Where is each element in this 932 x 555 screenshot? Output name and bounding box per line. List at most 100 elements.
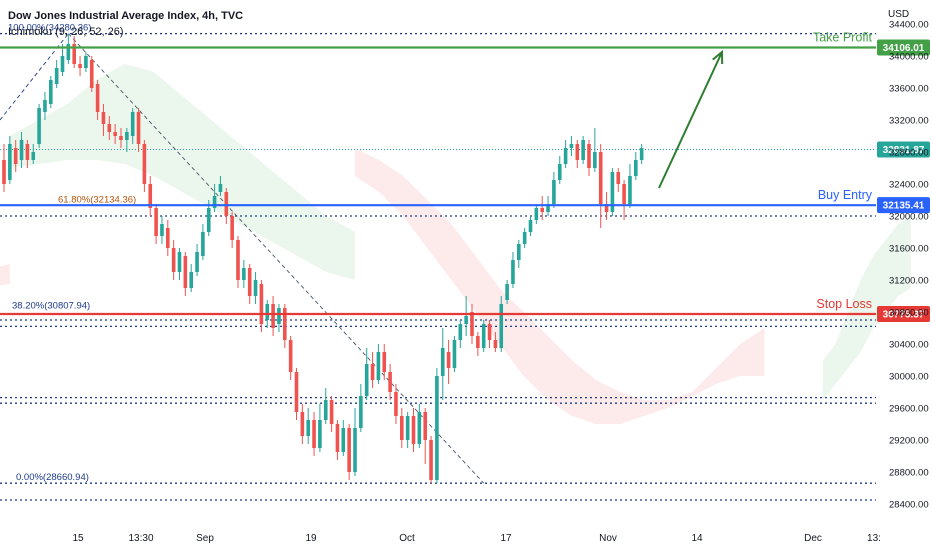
candle-body[interactable] (481, 324, 486, 348)
candle-body[interactable] (511, 260, 515, 284)
candle-body[interactable] (417, 412, 422, 444)
candle-body[interactable] (557, 164, 562, 180)
candle-body[interactable] (125, 132, 129, 140)
candle-body[interactable] (610, 172, 615, 212)
candle-body[interactable] (49, 80, 53, 104)
candle-body[interactable] (283, 308, 287, 340)
candle-body[interactable] (189, 272, 193, 288)
candle-body[interactable] (388, 372, 392, 392)
candle-body[interactable] (423, 412, 427, 440)
candle-body[interactable] (19, 140, 24, 160)
candle-body[interactable] (136, 112, 141, 144)
candle-body[interactable] (171, 248, 176, 272)
candle-body[interactable] (107, 124, 112, 132)
candle-body[interactable] (493, 340, 498, 348)
candle-body[interactable] (166, 228, 170, 248)
candle-body[interactable] (66, 44, 71, 60)
candle-body[interactable] (505, 284, 509, 300)
candle-body[interactable] (195, 252, 199, 272)
candle-body[interactable] (148, 184, 153, 208)
candle-body[interactable] (78, 64, 82, 68)
candle-body[interactable] (440, 348, 445, 376)
candle-body[interactable] (318, 420, 322, 448)
candle-body[interactable] (312, 420, 316, 448)
candle-body[interactable] (382, 352, 387, 372)
candle-body[interactable] (429, 440, 433, 480)
candle-body[interactable] (31, 152, 36, 160)
candle-body[interactable] (347, 428, 351, 472)
candle-body[interactable] (563, 148, 568, 164)
candle-body[interactable] (394, 392, 398, 416)
candle-body[interactable] (598, 152, 603, 204)
candle-body[interactable] (259, 284, 264, 324)
candle-body[interactable] (212, 196, 217, 208)
candle-body[interactable] (253, 280, 258, 296)
candle-body[interactable] (300, 412, 305, 436)
candle-body[interactable] (13, 148, 18, 164)
candle-body[interactable] (546, 204, 550, 212)
candle-body[interactable] (575, 144, 580, 160)
candle-body[interactable] (359, 396, 363, 428)
candle-body[interactable] (405, 416, 410, 440)
candle-body[interactable] (534, 208, 539, 220)
candle-body[interactable] (130, 112, 135, 136)
candle-body[interactable] (435, 376, 439, 480)
candle-body[interactable] (552, 180, 556, 204)
candle-body[interactable] (72, 44, 76, 64)
candle-body[interactable] (288, 340, 293, 372)
candle-body[interactable] (60, 56, 65, 72)
candle-body[interactable] (201, 232, 205, 256)
candle-body[interactable] (470, 312, 474, 336)
candle-body[interactable] (113, 132, 117, 136)
candle-body[interactable] (622, 184, 626, 204)
candle-body[interactable] (323, 400, 328, 420)
candle-body[interactable] (247, 268, 252, 296)
candle-body[interactable] (540, 208, 544, 212)
candle-body[interactable] (329, 400, 334, 424)
candle-body[interactable] (528, 220, 533, 232)
candle-body[interactable] (499, 304, 504, 348)
candle-body[interactable] (25, 144, 30, 160)
candle-body[interactable] (476, 336, 480, 348)
candle-body[interactable] (487, 324, 492, 340)
candle-body[interactable] (411, 416, 416, 444)
candle-body[interactable] (84, 56, 88, 68)
candle-body[interactable] (177, 252, 182, 272)
candle-body[interactable] (230, 216, 234, 240)
candle-body[interactable] (224, 192, 229, 216)
candle-body[interactable] (306, 420, 310, 436)
candle-body[interactable] (8, 144, 12, 180)
candle-body[interactable] (639, 148, 644, 160)
candle-body[interactable] (616, 172, 621, 184)
candle-body[interactable] (458, 324, 463, 340)
candle-body[interactable] (271, 304, 275, 328)
candle-body[interactable] (634, 160, 638, 176)
candle-body[interactable] (353, 428, 357, 472)
candle-body[interactable] (236, 240, 240, 280)
candle-body[interactable] (206, 208, 211, 232)
candle-body[interactable] (628, 176, 632, 204)
candle-body[interactable] (569, 144, 574, 148)
candle-body[interactable] (522, 232, 527, 244)
candle-body[interactable] (101, 112, 106, 124)
candle-body[interactable] (43, 100, 47, 112)
candle-body[interactable] (2, 160, 6, 184)
candle-body[interactable] (376, 352, 381, 380)
candle-body[interactable] (581, 140, 585, 160)
candle-body[interactable] (364, 364, 369, 396)
candle-body[interactable] (335, 424, 340, 452)
candle-body[interactable] (400, 416, 404, 440)
candle-body[interactable] (119, 136, 123, 140)
candle-body[interactable] (265, 304, 270, 320)
candle-body[interactable] (341, 428, 346, 452)
candle-body[interactable] (294, 372, 299, 412)
candle-body[interactable] (604, 204, 609, 212)
candle-body[interactable] (446, 352, 451, 368)
candle-body[interactable] (218, 184, 223, 192)
candle-body[interactable] (277, 308, 281, 324)
candle-body[interactable] (242, 268, 246, 280)
candle-body[interactable] (54, 68, 59, 84)
candle-body[interactable] (593, 152, 597, 168)
candle-body[interactable] (517, 244, 521, 260)
